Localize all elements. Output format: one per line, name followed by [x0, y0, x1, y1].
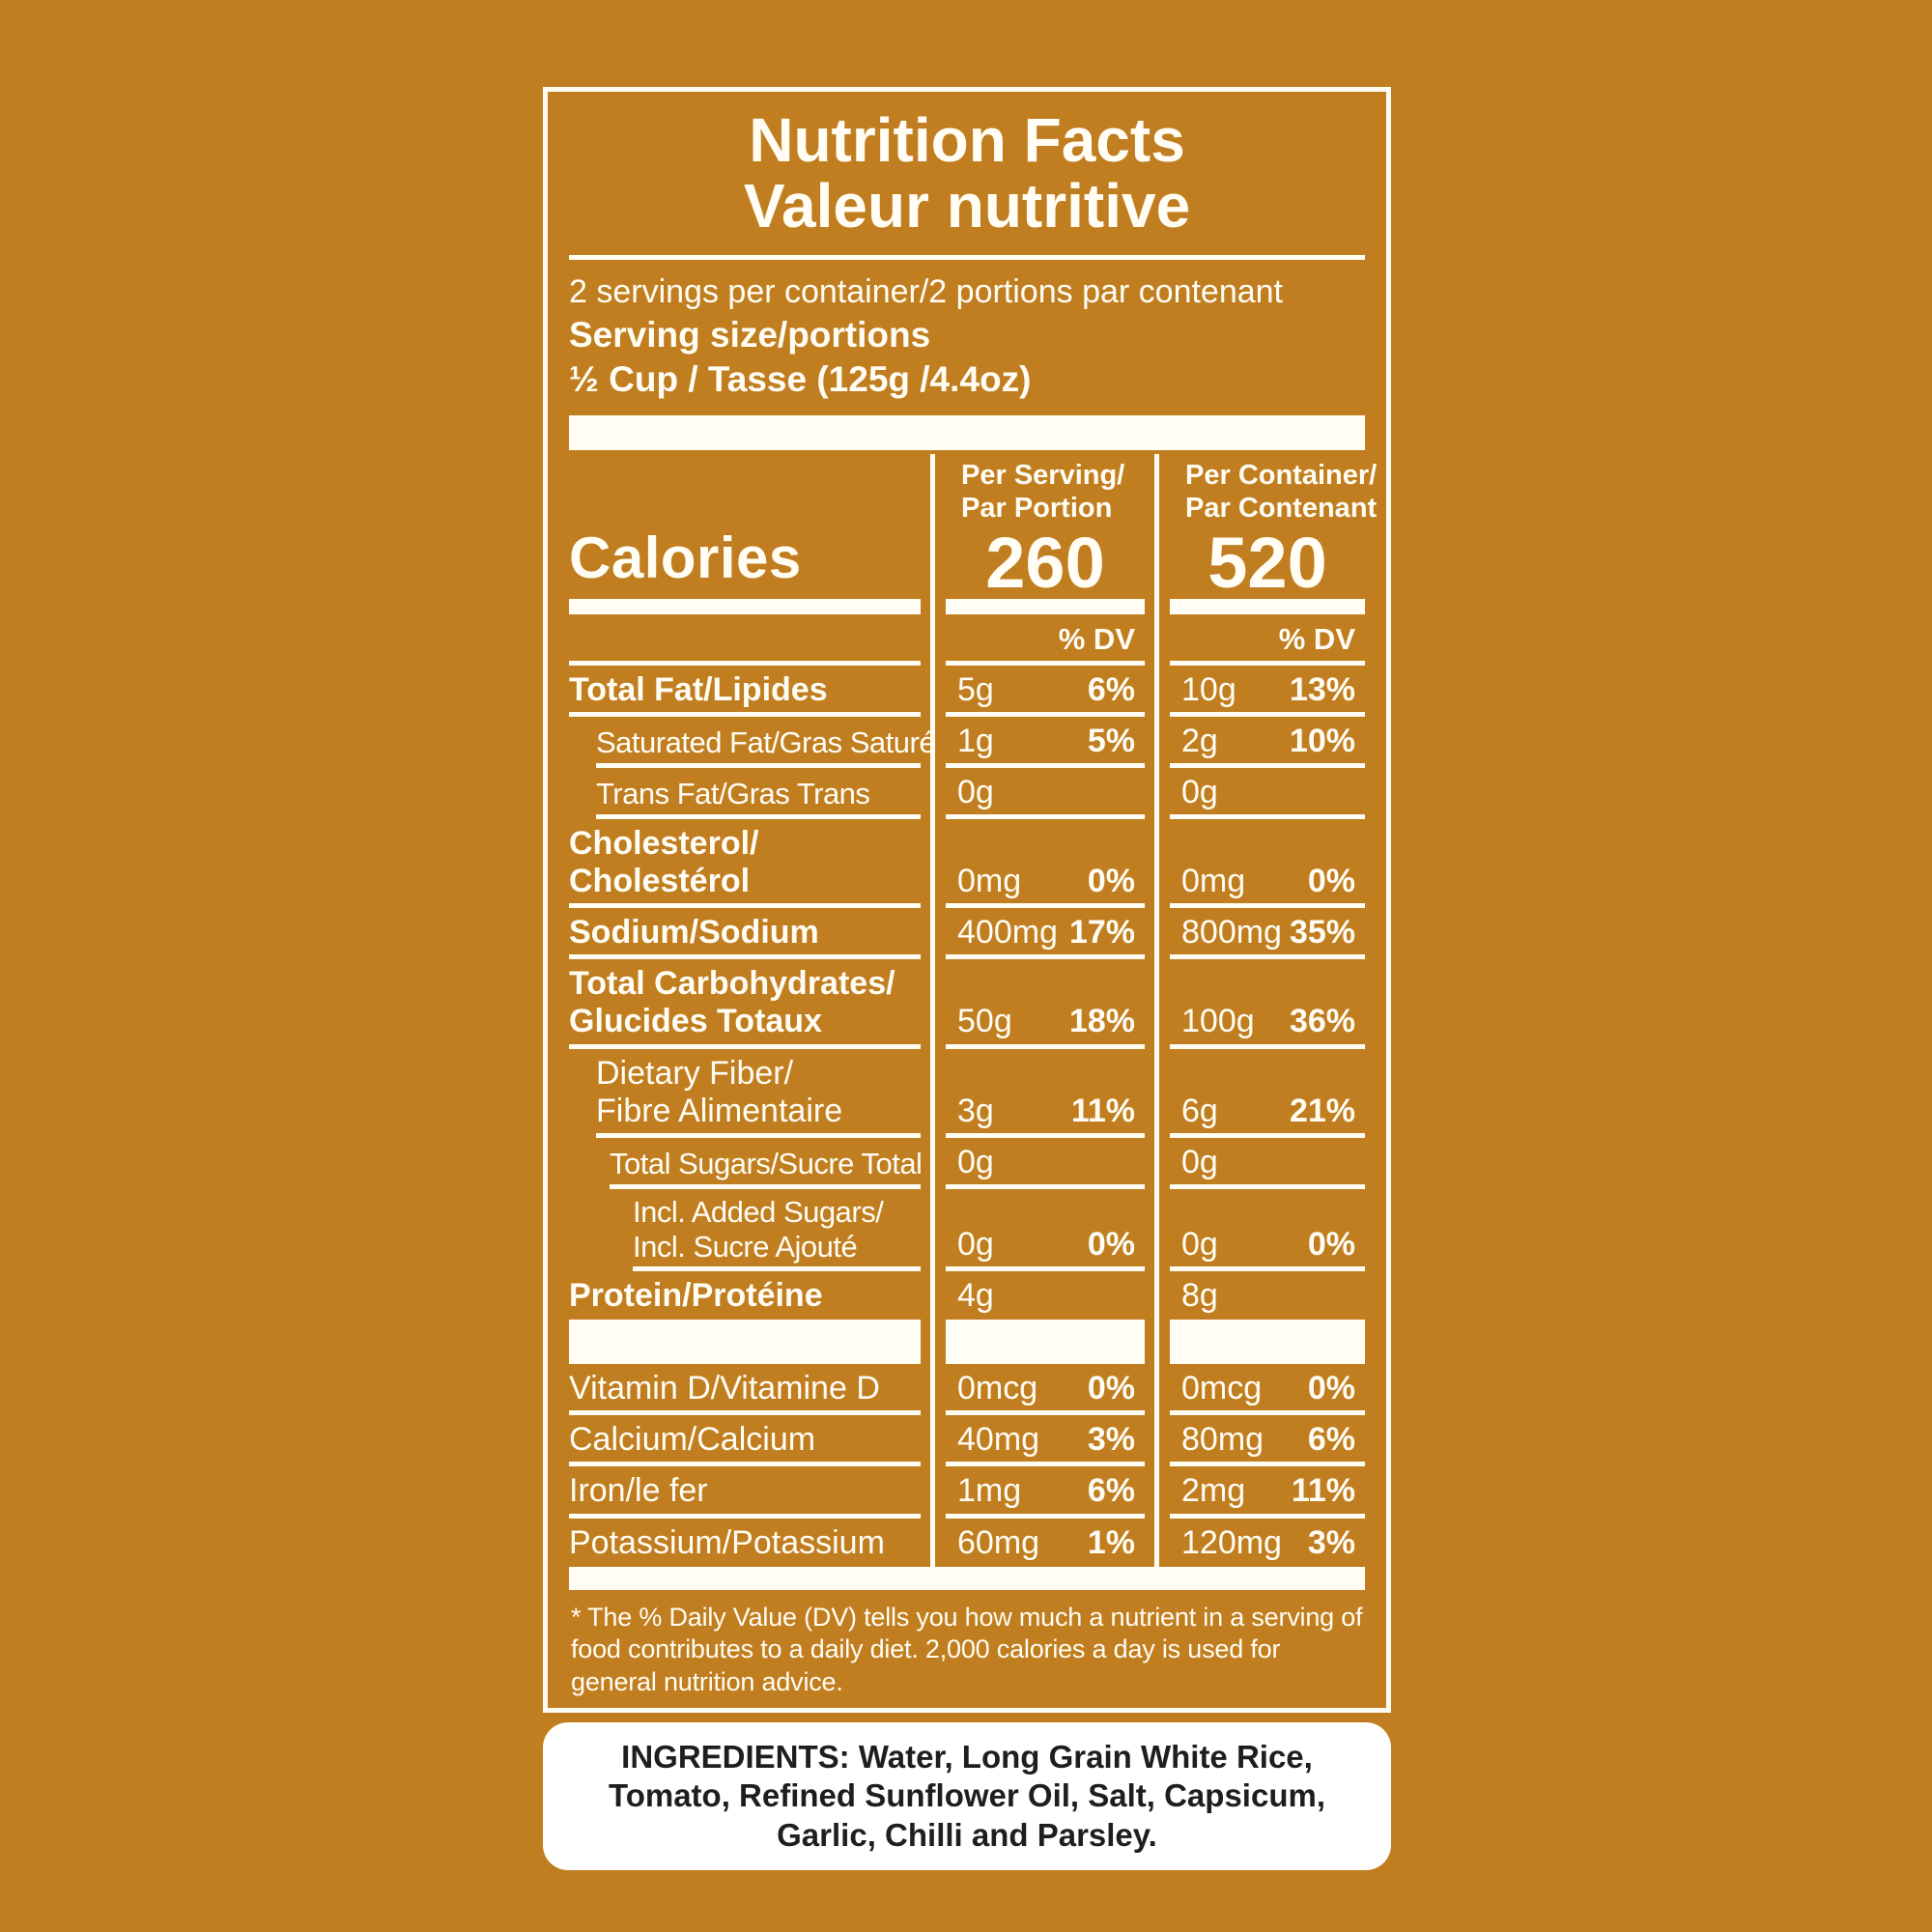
nutrient-row-total-carbohydrates: Total Carbohydrates/ Glucides Totaux 50g…	[569, 959, 1365, 1049]
nutrient-label: Incl. Added Sugars/ Incl. Sucre Ajouté	[633, 1189, 921, 1272]
per-container-value: 0g	[1170, 1138, 1365, 1189]
thick-divider-top	[569, 414, 1365, 450]
thick-bar-segment	[569, 1320, 921, 1365]
nutrient-row-protein: Protein/Protéine 4g 8g	[569, 1271, 1365, 1318]
thick-bar-segment	[1170, 1320, 1365, 1365]
per-container-value: 0g 0%	[1170, 1220, 1365, 1272]
dv-empty-cell	[569, 660, 921, 666]
column-divider-2	[1154, 453, 1159, 1567]
nutrient-row-vitamin-d: Vitamin D/Vitamine D 0mcg 0% 0mcg 0%	[569, 1364, 1365, 1416]
nutrient-label: Trans Fat/Gras Trans	[596, 771, 921, 820]
calories-per-container-cell: Per Container/ Par Contenant 520	[1170, 456, 1378, 603]
thick-bar-segment	[946, 1320, 1145, 1365]
title-english: Nutrition Facts	[749, 105, 1185, 175]
per-container-value: 10g 13%	[1170, 666, 1365, 717]
title-divider	[569, 254, 1365, 260]
per-serving-value: 3g 11%	[946, 1087, 1145, 1138]
per-container-value: 0mcg 0%	[1170, 1364, 1365, 1416]
per-serving-value: 4g	[957, 1277, 994, 1315]
serving-size-label: Serving size/portions	[569, 314, 931, 355]
per-serving-value: 1mg 6%	[946, 1466, 1145, 1519]
per-serving-value: 40mg 3%	[946, 1415, 1145, 1467]
calories-label: Calories	[569, 525, 802, 590]
per-container-heading-fr: Par Contenant	[1185, 492, 1378, 524]
daily-value-footnote: * The % Daily Value (DV) tells you how m…	[571, 1602, 1363, 1696]
per-serving-heading: Per Serving/	[961, 459, 1125, 491]
mid-separator-row	[569, 1318, 1365, 1365]
nutrient-label: Total Carbohydrates/ Glucides Totaux	[569, 959, 921, 1049]
per-serving-heading-fr: Par Portion	[961, 492, 1113, 524]
nutrient-label: Iron/le fer	[569, 1466, 921, 1519]
per-serving-value: 0g 0%	[946, 1220, 1145, 1272]
calories-underline-row	[569, 598, 1365, 614]
per-container-value: 100g 36%	[1170, 997, 1365, 1049]
serving-size-value: ½ Cup / Tasse (125g /4.4oz)	[569, 359, 1032, 400]
per-serving-value: 50g 18%	[946, 997, 1145, 1049]
calories-per-container-value: 520	[1208, 522, 1327, 603]
column-divider-1	[930, 453, 935, 1567]
nutrient-row-saturated-fat: Saturated Fat/Gras Saturé 1g 5% 2g 10%	[569, 717, 1365, 769]
per-serving-value: 1g 5%	[946, 717, 1145, 769]
calories-row: Calories Per Serving/ Par Portion 260 Pe…	[569, 454, 1378, 603]
per-container-value: 0mg 0%	[1170, 857, 1365, 909]
nutrient-row-dietary-fiber: Dietary Fiber/ Fibre Alimentaire 3g 11% 6…	[569, 1049, 1365, 1138]
calories-per-serving-cell: Per Serving/ Par Portion 260	[946, 456, 1145, 599]
nutrient-label: Cholesterol/ Cholestérol	[569, 819, 921, 909]
nutrition-facts-panel: Nutrition Facts Valeur nutritive 2 servi…	[543, 87, 1391, 1713]
per-container-heading: Per Container/	[1185, 459, 1378, 491]
per-serving-value: 0mcg 0%	[946, 1364, 1145, 1416]
calories-per-serving-value: 260	[985, 522, 1105, 603]
nutrient-row-added-sugars: Incl. Added Sugars/ Incl. Sucre Ajouté 0…	[569, 1189, 1365, 1272]
title-french: Valeur nutritive	[743, 171, 1191, 242]
thick-bar-segment	[946, 598, 1145, 614]
per-container-value: 2g 10%	[1170, 717, 1365, 769]
nutrient-row-potassium: Potassium/Potassium 60mg 1% 120mg 3%	[569, 1519, 1365, 1565]
nutrient-row-total-sugars: Total Sugars/Sucre Total 0g 0g	[569, 1138, 1365, 1189]
nutrient-label: Calcium/Calcium	[569, 1415, 921, 1467]
per-serving-value: 400mg 17%	[946, 908, 1145, 960]
dv-heading-serving: % DV	[946, 614, 1145, 666]
nutrition-table: Calories Per Serving/ Par Portion 260 Pe…	[569, 453, 1378, 1590]
per-serving-value: 0g	[946, 1138, 1145, 1189]
servings-per-container: 2 servings per container/2 portions par …	[569, 272, 1284, 310]
nutrient-row-trans-fat: Trans Fat/Gras Trans 0g 0g	[569, 768, 1365, 820]
ingredients-text: INGREDIENTS: Water, Long Grain White Ric…	[609, 1739, 1325, 1853]
per-container-value: 120mg 3%	[1181, 1523, 1355, 1561]
nutrient-row-iron: Iron/le fer 1mg 6% 2mg 11%	[569, 1466, 1365, 1519]
per-serving-value: 5g 6%	[946, 666, 1145, 717]
thick-bar-segment	[569, 598, 921, 614]
nutrient-label: Sodium/Sodium	[569, 908, 921, 960]
nutrient-label: Total Fat/Lipides	[569, 666, 921, 717]
per-container-value: 0g	[1170, 768, 1365, 820]
per-container-value: 6g 21%	[1170, 1087, 1365, 1138]
nutrient-label: Saturated Fat/Gras Saturé	[596, 720, 936, 769]
nutrient-row-sodium: Sodium/Sodium 400mg 17% 800mg 35%	[569, 908, 1365, 960]
per-container-value: 8g	[1181, 1277, 1218, 1315]
nutrient-label: Vitamin D/Vitamine D	[569, 1364, 921, 1416]
nutrient-label: Dietary Fiber/ Fibre Alimentaire	[596, 1049, 921, 1138]
per-container-value: 800mg 35%	[1170, 908, 1365, 960]
thick-divider-bottom	[569, 1566, 1365, 1590]
dv-heading-row: % DV % DV	[569, 614, 1365, 666]
nutrient-row-cholesterol: Cholesterol/ Cholestérol 0mg 0% 0mg 0%	[569, 819, 1365, 909]
nutrient-row-total-fat: Total Fat/Lipides 5g 6% 10g 13%	[569, 666, 1365, 717]
nutrient-label: Potassium/Potassium	[569, 1523, 885, 1561]
nutrient-row-calcium: Calcium/Calcium 40mg 3% 80mg 6%	[569, 1415, 1365, 1467]
dv-heading-container: % DV	[1170, 614, 1365, 666]
nutrient-label: Total Sugars/Sucre Total	[610, 1141, 923, 1189]
nutrient-label: Protein/Protéine	[569, 1277, 823, 1315]
ingredients-box: INGREDIENTS: Water, Long Grain White Ric…	[543, 1722, 1391, 1870]
thick-bar-segment	[1170, 598, 1365, 614]
per-serving-value: 60mg 1%	[957, 1523, 1135, 1561]
per-container-value: 80mg 6%	[1170, 1415, 1365, 1467]
per-container-value: 2mg 11%	[1170, 1466, 1365, 1519]
per-serving-value: 0g	[946, 768, 1145, 820]
per-serving-value: 0mg 0%	[946, 857, 1145, 909]
